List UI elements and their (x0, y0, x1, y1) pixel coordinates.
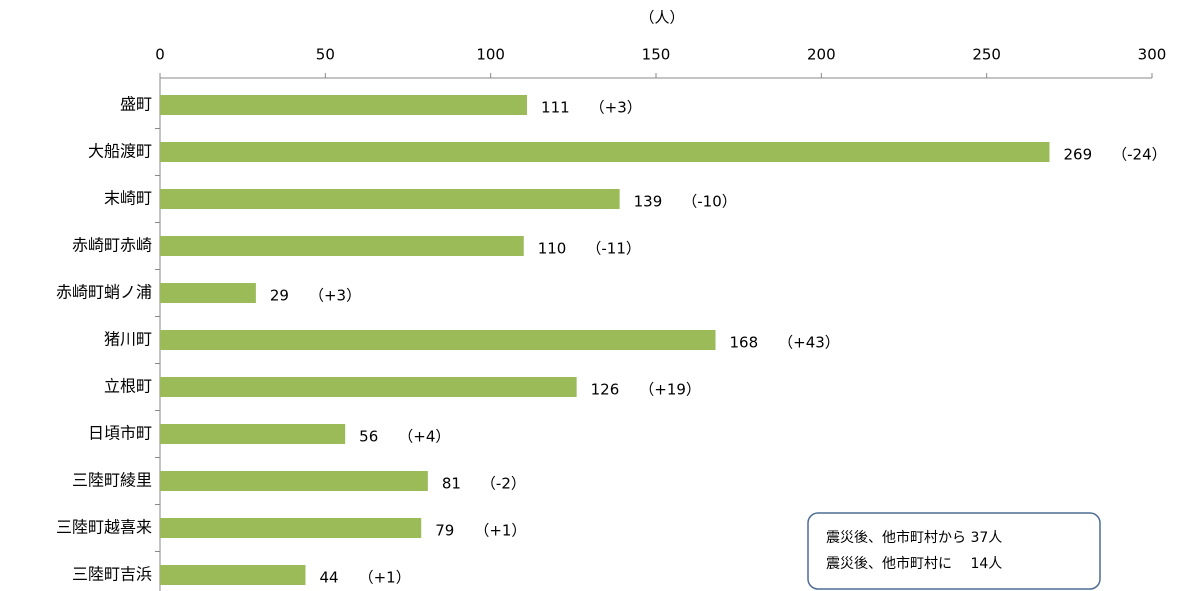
change-label: （+43） (778, 334, 840, 352)
bar (160, 95, 528, 115)
bar (160, 142, 1050, 162)
note-box (807, 512, 1101, 590)
change-label: （-10） (682, 193, 737, 211)
bar (160, 236, 524, 256)
data-label: 139 (634, 193, 663, 211)
y-tick-label: 三陸町吉浜 (72, 565, 152, 584)
y-tick-label: 末崎町 (104, 189, 152, 208)
bar (160, 518, 422, 538)
change-label: （-2） (481, 475, 526, 493)
bar (160, 471, 428, 491)
data-label: 44 (319, 569, 338, 587)
y-tick-label: 猪川町 (104, 330, 152, 349)
change-label: （+3） (590, 99, 642, 117)
data-label: 29 (270, 287, 289, 305)
change-label: （+1） (474, 522, 526, 540)
bar (160, 377, 577, 397)
x-tick-label: 0 (155, 46, 165, 64)
y-tick-label: 赤崎町蛸ノ浦 (56, 283, 152, 302)
change-label: （+4） (398, 428, 450, 446)
change-label: （+3） (309, 287, 361, 305)
data-label: 126 (591, 381, 620, 399)
bar (160, 283, 256, 303)
y-tick-label: 赤崎町赤崎 (72, 236, 152, 255)
y-tick-label: 大船渡町 (88, 142, 152, 161)
y-tick-label: 三陸町綾里 (72, 471, 152, 490)
bar (160, 565, 306, 585)
x-tick-label: 100 (476, 46, 505, 64)
data-label: 269 (1063, 146, 1092, 164)
change-label: （+19） (639, 381, 701, 399)
x-tick-label: 300 (1138, 46, 1167, 64)
data-label: 111 (541, 99, 570, 117)
bar (160, 189, 620, 209)
y-tick-label: 三陸町越喜来 (56, 518, 152, 537)
data-label: 56 (359, 428, 378, 446)
note-line: 震災後、他市町村から 37人 (826, 529, 1002, 546)
x-tick-label: 150 (642, 46, 671, 64)
change-label: （-11） (586, 240, 641, 258)
x-tick-label: 50 (316, 46, 335, 64)
data-label: 168 (730, 334, 759, 352)
axis-unit: （人） (639, 9, 684, 27)
note-line: 震災後、他市町村に 14人 (826, 555, 1002, 572)
x-tick-label: 250 (972, 46, 1001, 64)
data-label: 110 (538, 240, 567, 258)
x-tick-label: 200 (807, 46, 836, 64)
data-label: 79 (435, 522, 454, 540)
bar (160, 330, 716, 350)
change-label: （+1） (359, 569, 411, 587)
y-tick-label: 立根町 (104, 377, 152, 396)
data-label: 81 (442, 475, 461, 493)
y-tick-label: 日頃市町 (88, 424, 152, 443)
change-label: （-24） (1112, 146, 1167, 164)
y-tick-label: 盛町 (120, 95, 152, 114)
bar (160, 424, 346, 444)
